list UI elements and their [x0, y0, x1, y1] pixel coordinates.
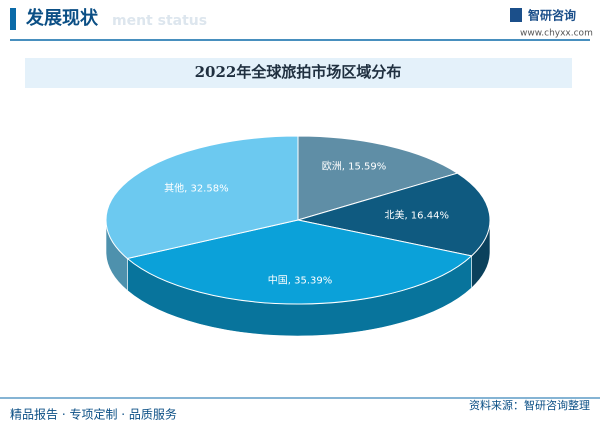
- brand: 智研咨询: [527, 8, 576, 23]
- footer-right: 资料来源：智研咨询整理: [469, 398, 590, 412]
- chart-title: 2022年全球旅拍市场区域分布: [195, 63, 402, 81]
- accent: [10, 8, 16, 30]
- pie: 欧洲, 15.59% 北美, 16.44% 中国, 35.39% 其他, 32.58%: [105, 135, 491, 337]
- data-label: 北美, 16.44%: [384, 208, 449, 221]
- slice: [105, 135, 299, 260]
- url: www.chyxx.com: [520, 29, 593, 39]
- data-label: 其他, 32.58%: [164, 182, 229, 195]
- slice: [126, 219, 473, 305]
- header-title: 发展现状: [25, 7, 99, 29]
- footer-left: 精品报告 · 专项定制 · 品质服务: [10, 407, 177, 422]
- header-subtitle: ment status: [112, 13, 207, 29]
- data-label: 欧洲, 15.59%: [322, 161, 387, 173]
- data-label: 中国, 35.39%: [268, 273, 333, 286]
- logo: [510, 8, 522, 22]
- slice: [297, 135, 459, 221]
- slice: [297, 172, 491, 257]
- title-box: [25, 58, 572, 88]
